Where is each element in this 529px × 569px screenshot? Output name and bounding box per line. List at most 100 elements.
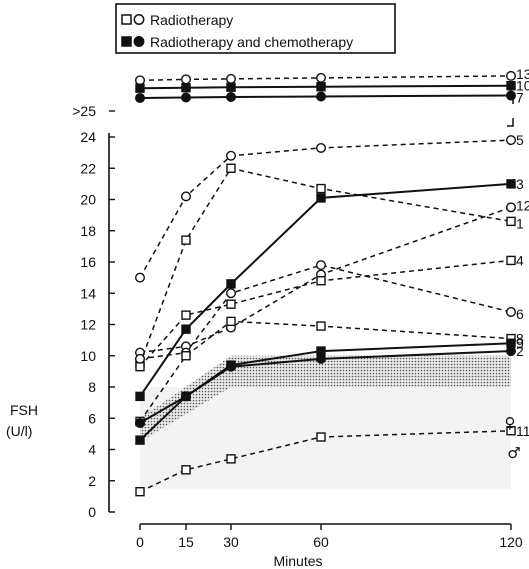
- y-tick-label: 16: [80, 254, 96, 270]
- data-point-1: [506, 216, 516, 227]
- data-point-11: [226, 454, 236, 464]
- data-point-3: [506, 179, 516, 189]
- x-axis-title: Minutes: [273, 553, 322, 569]
- data-point-9: [506, 338, 516, 348]
- legend-label-radiotherapy: Radiotherapy: [150, 12, 233, 28]
- data-point-12: [506, 202, 517, 213]
- curve-label-6: 6: [516, 306, 524, 322]
- data-point-7: [316, 91, 327, 102]
- data-point-10: [226, 82, 236, 92]
- data-point-4: [226, 299, 236, 309]
- reference-range-shading: [140, 355, 511, 489]
- data-point-3: [226, 279, 236, 289]
- data-point-2: [225, 361, 236, 372]
- y-tick-label: 24: [80, 129, 96, 145]
- y-tick-label: 12: [80, 317, 96, 333]
- data-point-6: [316, 260, 327, 271]
- series-7: [134, 90, 517, 103]
- legend-frame: [115, 3, 396, 54]
- data-point-3: [135, 391, 145, 402]
- curve-label-1: 1: [516, 215, 524, 231]
- data-point-2: [134, 417, 145, 428]
- data-point-8: [181, 351, 191, 361]
- data-point-11: [506, 426, 516, 436]
- male-symbol: ♂: [507, 444, 520, 462]
- y-break-label: >25: [72, 103, 96, 119]
- x-tick-label: 0: [136, 534, 144, 550]
- data-point-6: [225, 288, 236, 299]
- series-2: [134, 346, 517, 428]
- data-point-5: [134, 272, 145, 283]
- data-point-13: [134, 75, 145, 86]
- data-point-11: [181, 465, 191, 475]
- curve-label-9: 9: [516, 335, 524, 351]
- data-point-13: [225, 73, 236, 84]
- data-point-5: [225, 150, 236, 161]
- data-point-7: [134, 92, 145, 103]
- legend-label-radio-chemo: Radiotherapy and chemotherapy: [150, 34, 353, 50]
- curve-label-12: 12: [516, 197, 529, 213]
- series-group: [134, 70, 517, 497]
- y-tick-label: 14: [80, 285, 96, 301]
- legend-filled-square-marker: [121, 36, 132, 47]
- bracket-above-scale: [507, 96, 514, 127]
- series-line-4: [139, 259, 512, 368]
- data-point-4: [135, 361, 145, 372]
- y-axis-title-line2: (U/l): [6, 423, 32, 439]
- data-point-4: [316, 276, 326, 286]
- y-tick-label: 0: [88, 504, 96, 520]
- y-tick-label: 18: [80, 223, 96, 239]
- curve-label-7: 7: [516, 90, 524, 106]
- legend-filled-circle-marker: [133, 36, 145, 47]
- series-13: [134, 70, 517, 86]
- data-point-10: [181, 82, 191, 93]
- series-10: [135, 81, 516, 93]
- series-11: [135, 426, 516, 497]
- data-point-2: [316, 353, 327, 364]
- data-point-1: [181, 235, 191, 245]
- data-point-11: [316, 432, 326, 442]
- curve-label-10: 10: [516, 78, 529, 94]
- x-tick-label: 60: [313, 534, 329, 550]
- series-4: [135, 255, 516, 372]
- curve-label-11: 11: [516, 423, 529, 439]
- y-tick-label: 6: [88, 410, 96, 426]
- data-point-5: [180, 191, 191, 202]
- legend-open-circle-marker: [133, 14, 145, 25]
- data-point-4: [181, 310, 191, 320]
- x-tick-label: 30: [223, 534, 239, 550]
- y-tick-label: 2: [88, 473, 96, 489]
- y-tick-label: 4: [88, 442, 96, 458]
- data-point-6: [506, 307, 517, 318]
- data-point-7: [506, 90, 517, 101]
- curve-label-5: 5: [516, 132, 524, 148]
- data-point-3: [316, 193, 326, 203]
- data-point-4: [506, 255, 516, 266]
- data-point-5: [506, 135, 517, 146]
- data-point-10: [316, 82, 326, 92]
- series-line-12: [139, 206, 512, 354]
- legend: Radiotherapy Radiotherapy and chemothera…: [115, 3, 396, 54]
- data-point-7: [225, 91, 236, 102]
- x-axis: 0 15 30 60 120: [136, 523, 523, 550]
- y-tick-label: 8: [88, 379, 96, 395]
- data-point-8: [226, 316, 236, 327]
- data-point-3: [181, 324, 191, 334]
- data-point-9: [135, 435, 145, 445]
- data-point-6: [134, 353, 145, 364]
- data-point-8: [316, 321, 326, 331]
- data-point-11: [135, 486, 145, 497]
- series-5: [134, 135, 517, 283]
- series-line-11: [139, 430, 512, 493]
- data-point-13: [506, 70, 517, 81]
- curve-label-3: 3: [516, 176, 524, 192]
- y-tick-label: 10: [80, 348, 96, 364]
- data-point-1: [226, 163, 236, 173]
- y-tick-label: 22: [80, 160, 96, 176]
- female-reference-band: [140, 355, 511, 442]
- data-point-2: [180, 391, 191, 402]
- curve-label-4: 4: [516, 252, 524, 268]
- curve-label-8: 8: [516, 331, 524, 347]
